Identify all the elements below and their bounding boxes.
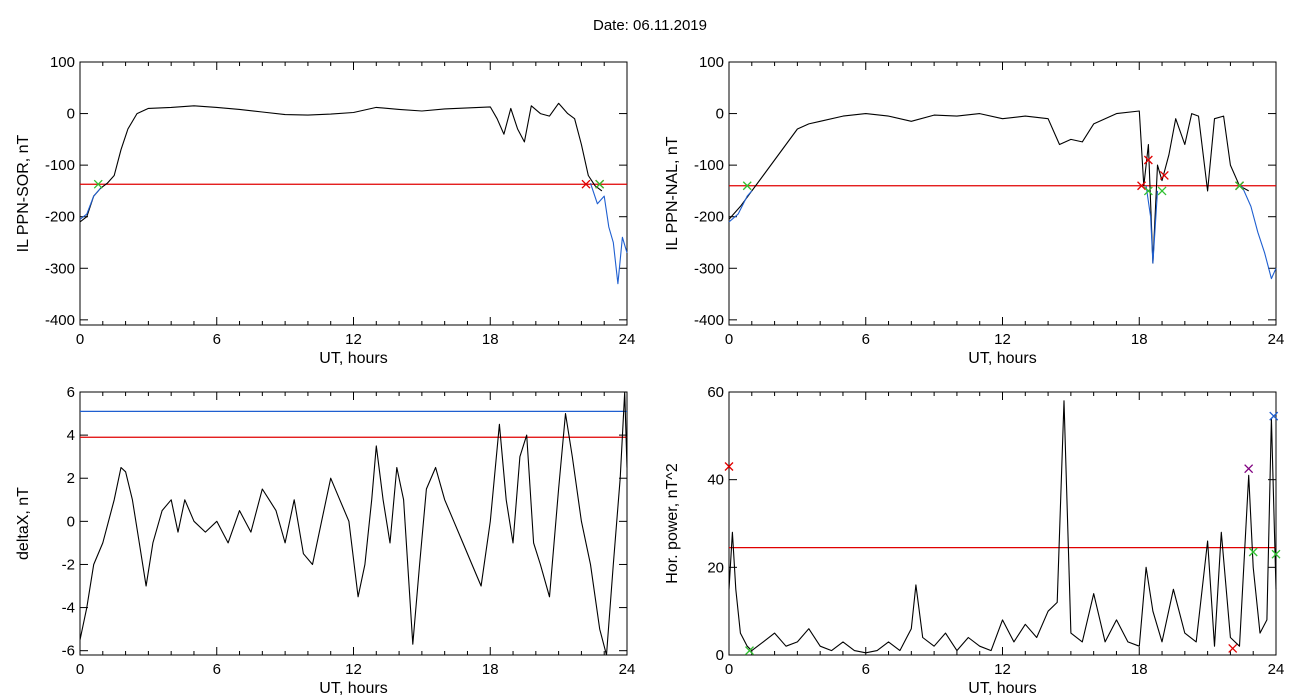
event-marker [1248, 547, 1258, 557]
y-tick-label: -400 [45, 312, 75, 329]
plot-frame [728, 61, 1277, 326]
page-title: Date: 06.11.2019 [593, 17, 707, 34]
event-marker [745, 646, 754, 656]
y-tick-label: -100 [694, 157, 724, 174]
y-tick-label: 100 [50, 54, 75, 71]
x-tick-label: 12 [994, 331, 1011, 348]
x-tick-label: 18 [482, 661, 499, 678]
x-tick-label: 12 [345, 661, 362, 678]
x-tick-label: 18 [482, 331, 499, 348]
x-axis-label: UT, hours [319, 350, 387, 367]
x-tick-label: 24 [1268, 661, 1285, 678]
x-tick-label: 6 [862, 661, 870, 678]
y-tick-label: 2 [67, 470, 75, 487]
y-tick-label: 0 [716, 106, 724, 123]
y-tick-label: 0 [67, 106, 75, 123]
y-tick-label: 0 [67, 513, 75, 530]
x-tick-label: 0 [76, 661, 84, 678]
x-tick-label: 0 [76, 331, 84, 348]
x-tick-label: 0 [725, 331, 733, 348]
y-axis-label: Hor. power, nT^2 [664, 463, 681, 584]
x-tick-label: 6 [213, 331, 221, 348]
y-axis-label: IL PPN-SOR, nT [15, 134, 32, 252]
x-tick-label: 6 [213, 661, 221, 678]
event-marker [1228, 643, 1238, 653]
event-marker [1269, 411, 1279, 421]
series-line [728, 190, 753, 223]
plot-frame [79, 391, 628, 656]
y-axis-label: deltaX, nT [15, 487, 32, 560]
event-marker [581, 179, 591, 189]
series-line [79, 391, 628, 656]
y-tick-label: 60 [707, 384, 724, 401]
plot-frame [728, 391, 1277, 656]
event-marker [1137, 181, 1146, 191]
y-tick-label: 100 [699, 54, 724, 71]
y-tick-label: -200 [694, 209, 724, 226]
y-tick-label: 4 [67, 427, 75, 444]
series-line [728, 110, 1249, 264]
event-marker [1159, 170, 1169, 180]
x-axis-label: UT, hours [319, 680, 387, 697]
event-marker [724, 462, 734, 471]
plot-frame [79, 61, 628, 326]
y-tick-label: -6 [62, 643, 75, 660]
x-tick-label: 12 [345, 331, 362, 348]
x-tick-label: 18 [1131, 331, 1148, 348]
event-marker [742, 181, 752, 191]
event-marker [93, 179, 103, 189]
x-tick-label: 6 [862, 331, 870, 348]
y-tick-label: -4 [62, 600, 75, 617]
series-line [1145, 185, 1159, 264]
x-tick-label: 18 [1131, 661, 1148, 678]
y-tick-label: 20 [707, 559, 724, 576]
x-axis-label: UT, hours [968, 350, 1036, 367]
x-axis-label: UT, hours [968, 680, 1036, 697]
y-tick-label: -400 [694, 312, 724, 329]
chart-panel-ppn-sor: 0 6 12 18 24 100 0 -100 -200 -300 -400 UT, hours IL … [15, 54, 635, 367]
event-marker [1271, 549, 1281, 559]
x-tick-label: 12 [994, 661, 1011, 678]
event-marker [1143, 155, 1153, 165]
x-tick-label: 24 [619, 331, 636, 348]
event-marker [1244, 464, 1254, 474]
series-line [79, 187, 101, 220]
chart-panel-ppn-nal: 0 6 12 18 24 100 0 -100 -200 -300 -400 UT, hours IL … [664, 54, 1284, 367]
y-tick-label: -300 [694, 260, 724, 277]
event-marker [1143, 186, 1153, 196]
event-marker [595, 179, 605, 189]
y-tick-label: -2 [62, 556, 75, 573]
chart-panel-hor-power: 0 6 12 18 24 0 20 40 60 UT, hours Hor. power, nT^2 [664, 384, 1284, 697]
x-tick-label: 24 [1268, 331, 1285, 348]
y-tick-label: -300 [45, 260, 75, 277]
event-marker [1235, 181, 1244, 191]
y-tick-label: -100 [45, 157, 75, 174]
y-tick-label: 0 [716, 647, 724, 664]
event-marker [1157, 186, 1167, 196]
series-line [1241, 185, 1277, 280]
y-tick-label: 40 [707, 472, 724, 489]
series-line [79, 102, 603, 223]
x-tick-label: 0 [725, 661, 733, 678]
series-line [728, 400, 1277, 654]
y-tick-label: -200 [45, 209, 75, 226]
chart-panel-deltax: 0 6 12 18 24 6 4 2 0 -2 -4 -6 UT, hours deltaX, nT [15, 384, 635, 697]
y-axis-label: IL PPN-NAL, nT [664, 136, 681, 250]
y-tick-label: 6 [67, 384, 75, 401]
series-line [589, 183, 628, 285]
x-tick-label: 24 [619, 661, 636, 678]
